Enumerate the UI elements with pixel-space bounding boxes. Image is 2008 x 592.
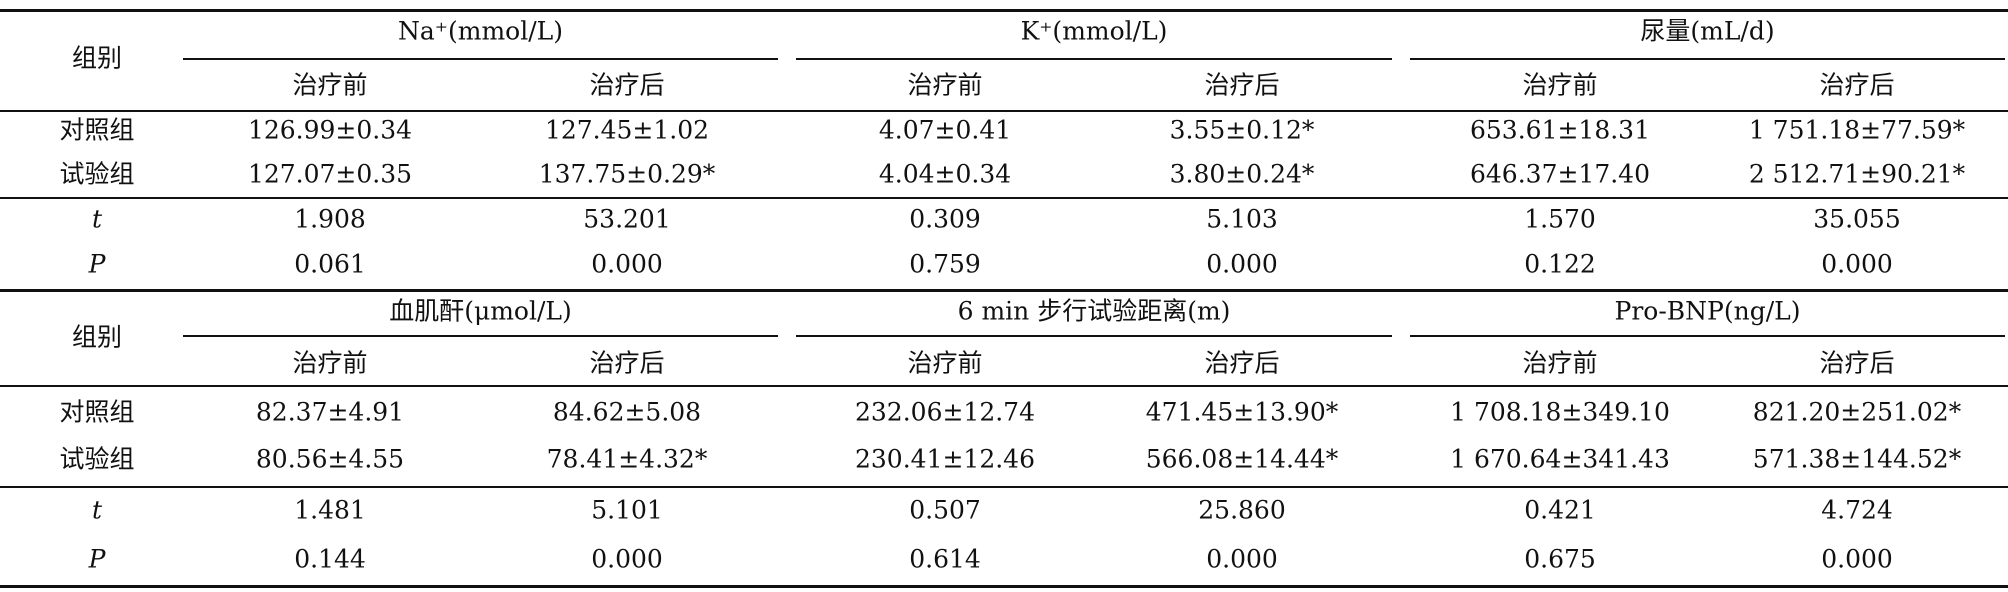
- cell: 80.56±4.55: [255, 444, 405, 474]
- cell: 0.675: [1524, 544, 1596, 574]
- rule: [0, 486, 2008, 488]
- rule: [0, 197, 2008, 199]
- sub-header: 治疗前: [1522, 70, 1598, 100]
- column-header: 尿量(mL/d): [1640, 16, 1775, 46]
- cell: 4.724: [1821, 495, 1893, 525]
- sub-header: 治疗后: [1819, 70, 1895, 100]
- cell: 471.45±13.90*: [1145, 397, 1339, 427]
- sub-header: 治疗前: [907, 348, 983, 378]
- cell: 0.507: [909, 495, 981, 525]
- cell: 4.04±0.34: [878, 159, 1012, 189]
- row-label: 试验组: [59, 444, 135, 474]
- sub-header: 治疗前: [292, 348, 368, 378]
- rule: [183, 58, 778, 60]
- cell: 53.201: [583, 204, 671, 234]
- group-header: 组别: [71, 43, 123, 73]
- cell: 35.055: [1813, 204, 1901, 234]
- rule: [0, 9, 2008, 12]
- cell: 25.860: [1198, 495, 1286, 525]
- row-label: P: [88, 544, 106, 574]
- row-label: 试验组: [59, 159, 135, 189]
- sub-header: 治疗后: [1204, 70, 1280, 100]
- rule: [0, 110, 2008, 112]
- cell: 0.000: [591, 249, 663, 279]
- sub-header: 治疗后: [589, 348, 665, 378]
- cell: 82.37±4.91: [255, 397, 405, 427]
- rule: [0, 289, 2008, 292]
- cell: 0.000: [1206, 544, 1278, 574]
- cell: 0.000: [1206, 249, 1278, 279]
- sub-header: 治疗后: [1204, 348, 1280, 378]
- cell: 571.38±144.52*: [1752, 444, 1962, 474]
- cell: 0.614: [909, 544, 981, 574]
- cell: 0.309: [909, 204, 981, 234]
- cell: 3.80±0.24*: [1169, 159, 1315, 189]
- column-header: Pro-BNP(ng/L): [1614, 296, 1801, 326]
- cell: 566.08±14.44*: [1145, 444, 1339, 474]
- row-label: 对照组: [59, 115, 135, 145]
- cell: 0.759: [909, 249, 981, 279]
- sub-header: 治疗前: [292, 70, 368, 100]
- rule: [0, 585, 2008, 588]
- cell: 3.55±0.12*: [1169, 115, 1315, 145]
- column-header: K⁺(mmol/L): [1020, 16, 1168, 46]
- rule: [1410, 335, 2005, 337]
- rule: [0, 385, 2008, 387]
- rule: [1410, 58, 2005, 60]
- cell: 1 708.18±349.10: [1450, 397, 1670, 427]
- column-header: 血肌酐(μmol/L): [389, 296, 572, 326]
- cell: 0.421: [1524, 495, 1596, 525]
- column-header: 6 min 步行试验距离(m): [957, 296, 1231, 326]
- cell: 1.908: [294, 204, 366, 234]
- row-label: P: [88, 249, 106, 279]
- sub-header: 治疗后: [1819, 348, 1895, 378]
- sub-header: 治疗后: [589, 70, 665, 100]
- cell: 127.45±1.02: [544, 115, 710, 145]
- cell: 230.41±12.46: [855, 444, 1035, 474]
- rule: [796, 335, 1392, 337]
- cell: 5.103: [1206, 204, 1278, 234]
- cell: 84.62±5.08: [552, 397, 702, 427]
- cell: 78.41±4.32*: [546, 444, 708, 474]
- cell: 4.07±0.41: [878, 115, 1012, 145]
- cell: 1 670.64±341.43: [1450, 444, 1670, 474]
- rule: [183, 335, 778, 337]
- sub-header: 治疗前: [907, 70, 983, 100]
- cell: 126.99±0.34: [247, 115, 413, 145]
- cell: 646.37±17.40: [1470, 159, 1650, 189]
- group-header: 组别: [71, 322, 123, 352]
- cell: 232.06±12.74: [855, 397, 1035, 427]
- row-label: t: [91, 495, 103, 525]
- cell: 1 751.18±77.59*: [1748, 115, 1966, 145]
- cell: 0.144: [294, 544, 366, 574]
- cell: 137.75±0.29*: [538, 159, 716, 189]
- cell: 821.20±251.02*: [1752, 397, 1962, 427]
- cell: 0.000: [591, 544, 663, 574]
- cell: 0.122: [1524, 249, 1596, 279]
- cell: 0.061: [294, 249, 366, 279]
- cell: 2 512.71±90.21*: [1748, 159, 1966, 189]
- row-label: t: [91, 204, 103, 234]
- rule: [796, 58, 1392, 60]
- cell: 0.000: [1821, 249, 1893, 279]
- cell: 127.07±0.35: [247, 159, 413, 189]
- cell: 1.481: [294, 495, 366, 525]
- column-header: Na⁺(mmol/L): [398, 16, 563, 46]
- cell: 5.101: [591, 495, 663, 525]
- sub-header: 治疗前: [1522, 348, 1598, 378]
- cell: 1.570: [1524, 204, 1596, 234]
- cell: 653.61±18.31: [1470, 115, 1650, 145]
- cell: 0.000: [1821, 544, 1893, 574]
- row-label: 对照组: [59, 397, 135, 427]
